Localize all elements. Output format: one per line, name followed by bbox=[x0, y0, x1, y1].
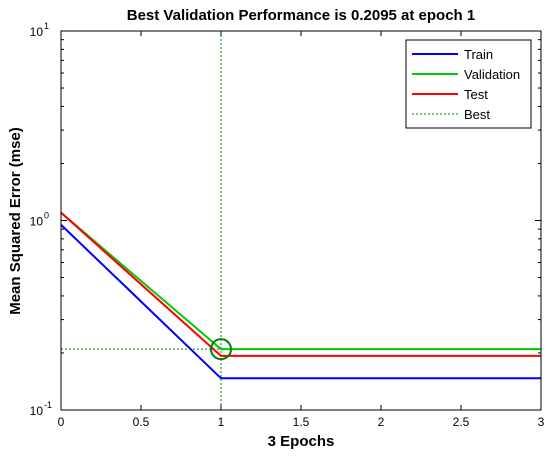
legend-label-validation: Validation bbox=[464, 67, 520, 82]
x-tick-label: 2.5 bbox=[453, 415, 470, 429]
y-tick-label: 10 bbox=[30, 404, 44, 418]
legend-label-test: Test bbox=[464, 87, 488, 102]
series-line-train bbox=[60, 223, 541, 380]
x-tick-label: 1.5 bbox=[293, 415, 310, 429]
x-tick-label: 0.5 bbox=[133, 415, 150, 429]
legend: Train Validation Test Best bbox=[405, 39, 532, 129]
y-tick-exponent: 0 bbox=[44, 211, 49, 221]
chart-title: Best Validation Performance is 0.2095 at… bbox=[127, 7, 475, 24]
best-point-circle bbox=[210, 338, 232, 361]
x-tick-label: 0 bbox=[58, 415, 65, 429]
x-axis-label: 3 Epochs bbox=[268, 433, 335, 450]
x-axis-ticks: 0 0.5 1 1.5 2 2.5 3 bbox=[58, 31, 545, 429]
series-line-test bbox=[60, 211, 541, 357]
x-tick-label: 1 bbox=[218, 415, 225, 429]
x-tick-label: 2 bbox=[378, 415, 385, 429]
series-layer bbox=[60, 211, 541, 380]
x-tick-label: 3 bbox=[538, 415, 545, 429]
y-tick-label: 10 bbox=[30, 215, 44, 229]
legend-label-best: Best bbox=[464, 107, 490, 122]
legend-label-train: Train bbox=[464, 47, 493, 62]
y-axis-label: Mean Squared Error (mse) bbox=[7, 127, 24, 315]
series-line-validation bbox=[60, 211, 541, 351]
y-tick-label: 10 bbox=[30, 25, 44, 39]
y-tick-exponent: 1 bbox=[44, 21, 49, 31]
y-tick-exponent: -1 bbox=[44, 400, 52, 410]
